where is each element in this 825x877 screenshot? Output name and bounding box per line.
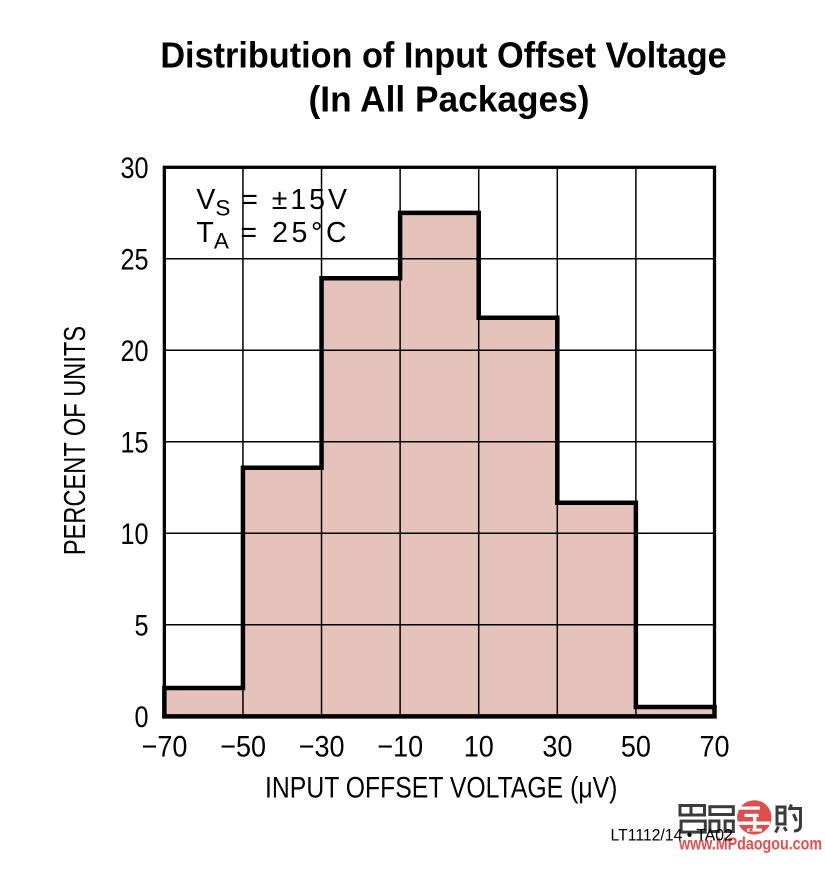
svg-text:INPUT OFFSET VOLTAGE (μV): INPUT OFFSET VOLTAGE (μV) (265, 770, 617, 804)
svg-text:LT1112/14 • TA02: LT1112/14 • TA02 (611, 826, 733, 844)
svg-text:20: 20 (120, 334, 148, 368)
svg-text:Distribution of Input Offset V: Distribution of Input Offset Voltage (160, 36, 726, 76)
svg-text:−50: −50 (220, 730, 266, 764)
svg-text:70: 70 (699, 730, 729, 764)
svg-text:www.MPdaogou.com: www.MPdaogou.com (678, 835, 822, 854)
svg-text:10: 10 (464, 730, 494, 764)
svg-text:30: 30 (120, 151, 148, 185)
svg-text:30: 30 (542, 730, 572, 764)
svg-text:−30: −30 (299, 730, 345, 764)
svg-text:15: 15 (120, 425, 148, 459)
svg-text:0: 0 (134, 700, 148, 734)
svg-text:−10: −10 (377, 730, 423, 764)
svg-text:PERCENT OF UNITS: PERCENT OF UNITS (57, 326, 92, 555)
svg-text:−70: −70 (142, 730, 188, 764)
svg-text:25: 25 (120, 242, 148, 276)
svg-text:10: 10 (120, 517, 148, 551)
svg-text:50: 50 (621, 730, 651, 764)
svg-text:(In All Packages): (In All Packages) (309, 79, 590, 119)
svg-text:5: 5 (134, 608, 148, 642)
